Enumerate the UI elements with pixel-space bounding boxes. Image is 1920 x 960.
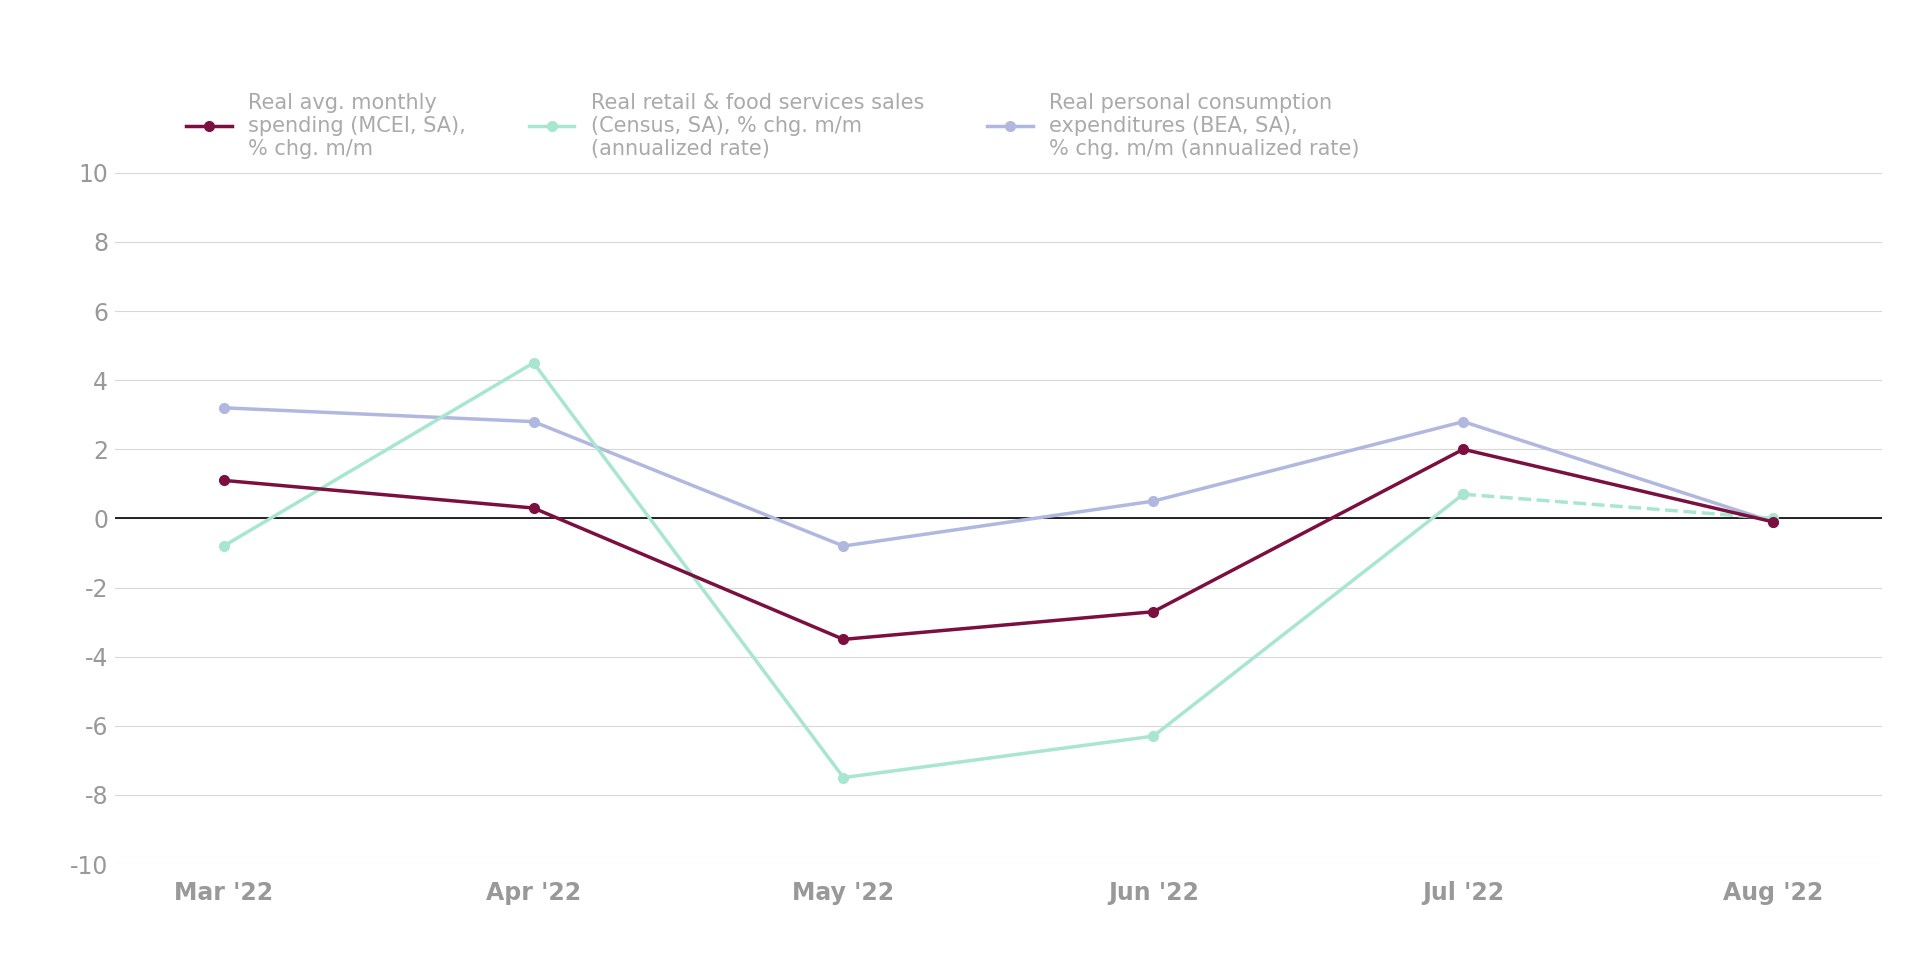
- Legend: Real avg. monthly
spending (MCEI, SA),
% chg. m/m, Real retail & food services s: Real avg. monthly spending (MCEI, SA), %…: [186, 92, 1359, 159]
